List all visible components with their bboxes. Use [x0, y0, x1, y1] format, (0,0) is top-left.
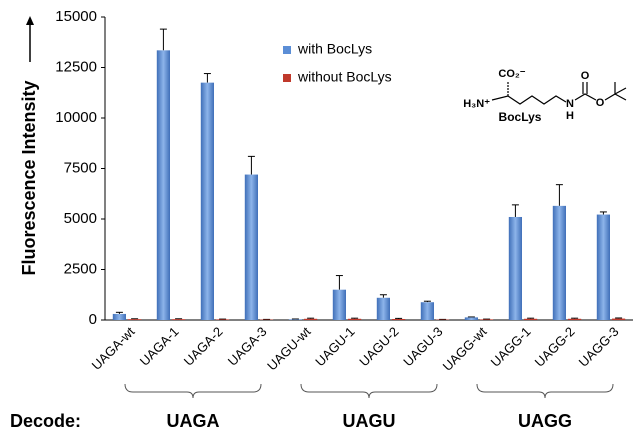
amine: H₃N⁺	[463, 98, 490, 110]
x-tick-label: UAGA-3	[225, 324, 270, 369]
tbu	[614, 87, 627, 95]
annotation-label: BocLys	[499, 110, 542, 124]
legend-swatch	[283, 46, 291, 54]
chain	[491, 95, 567, 105]
x-tick-label: UAGG-3	[576, 324, 622, 370]
group-label: UAGG	[518, 411, 572, 431]
x-tick-label: UAGG-2	[532, 324, 578, 370]
bar	[348, 318, 362, 320]
x-tick-label: UAGA-1	[137, 324, 182, 369]
tbu	[604, 82, 616, 101]
legend-label: with BocLys	[297, 41, 372, 57]
bar	[596, 214, 610, 320]
x-tick-label: UAGU-1	[312, 324, 357, 369]
x-tick-label: UAGG-1	[488, 324, 534, 370]
x-tick-label: UAGA-2	[181, 324, 226, 369]
y-tick-label: 0	[89, 311, 97, 328]
x-tick-label: UAGG-wt	[440, 324, 490, 374]
bar	[244, 174, 258, 320]
bar	[552, 205, 566, 320]
x-tick-label: UAGU-wt	[264, 324, 314, 374]
bar	[392, 318, 406, 320]
y-tick-label: 15000	[55, 8, 97, 25]
y-tick-label: 7500	[64, 159, 97, 176]
bar	[464, 317, 478, 320]
bar	[376, 297, 390, 320]
y-axis-label: Fluorescence Intensity	[19, 80, 39, 275]
y-tick-label: 5000	[64, 210, 97, 227]
bar	[524, 318, 538, 320]
y-tick-label: 2500	[64, 260, 97, 277]
y-tick-label: 12500	[55, 58, 97, 75]
bar	[420, 302, 434, 320]
group-brace	[300, 383, 438, 399]
axis-arrow-head	[26, 16, 34, 25]
bar	[480, 319, 494, 320]
bar	[288, 319, 302, 320]
group-label: UAGU	[343, 411, 396, 431]
bar	[332, 289, 346, 320]
hydrogen: H	[566, 110, 574, 122]
structure: H₃N⁺ CO₂⁻ N H O O BocLys	[463, 68, 627, 124]
oxygen: O	[581, 70, 590, 82]
nitrogen: N	[566, 98, 574, 110]
x-tick-label: UAGA-wt	[89, 324, 138, 373]
bar	[172, 319, 186, 320]
carboxylate: CO₂⁻	[498, 68, 525, 80]
bar	[568, 318, 582, 320]
group-brace	[124, 383, 262, 399]
bar	[156, 50, 170, 321]
group-label: UAGA	[167, 411, 220, 431]
legend-swatch	[283, 74, 291, 82]
x-tick-label: UAGU-2	[356, 324, 401, 369]
bar	[508, 216, 522, 320]
tbu	[614, 93, 627, 101]
group-brace	[476, 383, 614, 399]
bar	[112, 313, 126, 320]
bar	[200, 82, 214, 321]
carbamate	[574, 93, 597, 101]
bar	[304, 318, 318, 320]
group-title: Decode:	[10, 411, 81, 431]
x-tick-label: UAGU-3	[400, 324, 445, 369]
oxygen: O	[596, 97, 605, 109]
bar	[216, 319, 230, 320]
y-tick-label: 10000	[55, 109, 97, 126]
bar	[612, 318, 626, 320]
bar	[128, 319, 142, 320]
legend-label: without BocLys	[297, 69, 392, 85]
